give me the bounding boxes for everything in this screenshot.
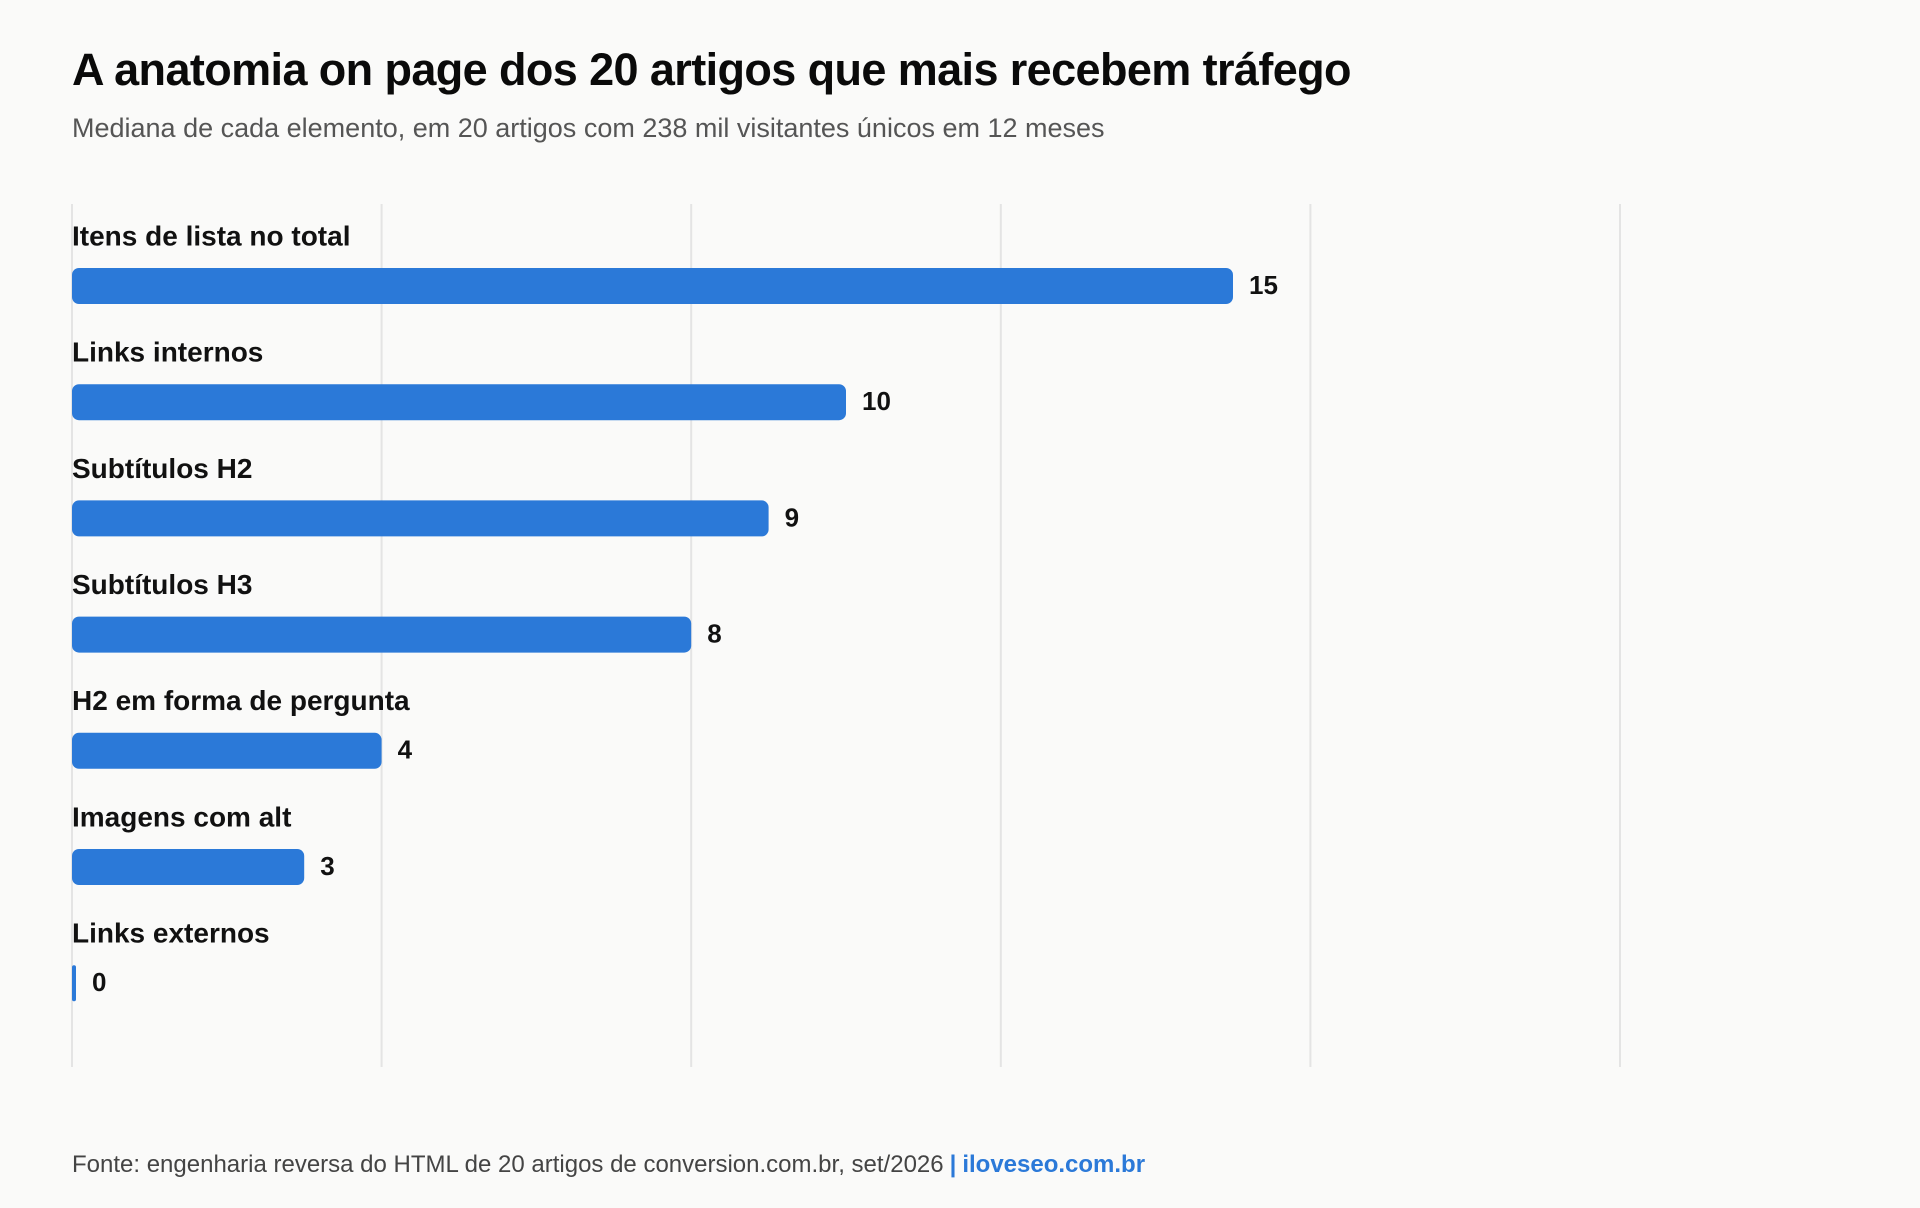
category-label: Subtítulos H3 [72,569,252,600]
category-label: Links internos [72,337,263,368]
data-label: 15 [1249,270,1278,300]
bar[interactable] [72,965,76,1002]
category-label: Itens de lista no total [72,220,350,251]
chart-title: A anatomia on page dos 20 artigos que ma… [72,44,1352,95]
category-label: Imagens com alt [72,801,291,832]
bar[interactable] [72,616,692,653]
data-label: 4 [398,735,413,765]
bar[interactable] [72,268,1233,304]
bar-layer: Itens de lista no total 15 Links internos 1… [72,220,1278,1002]
footer-brand-link[interactable]: iloveseo.com.br [962,1151,1146,1178]
category-label: Links externos [72,918,270,949]
category-label: Subtítulos H2 [72,453,252,484]
bar[interactable] [72,849,305,885]
chart-footer: Fonte: engenharia reversa do HTML de 20 … [72,1151,1145,1179]
category-label: H2 em forma de pergunta [72,685,410,716]
bar[interactable] [72,500,769,537]
data-label: 8 [707,618,721,648]
data-label: 0 [92,967,106,997]
bar[interactable] [72,732,382,769]
data-label: 3 [320,851,334,881]
data-label: 10 [862,386,891,416]
footer-source: Fonte: engenharia reversa do HTML de 20 … [72,1151,944,1178]
data-label: 9 [785,502,799,532]
bar[interactable] [72,384,846,421]
footer-separator: | [949,1151,957,1178]
chart-subtitle: Mediana de cada elemento, em 20 artigos … [72,113,1105,143]
